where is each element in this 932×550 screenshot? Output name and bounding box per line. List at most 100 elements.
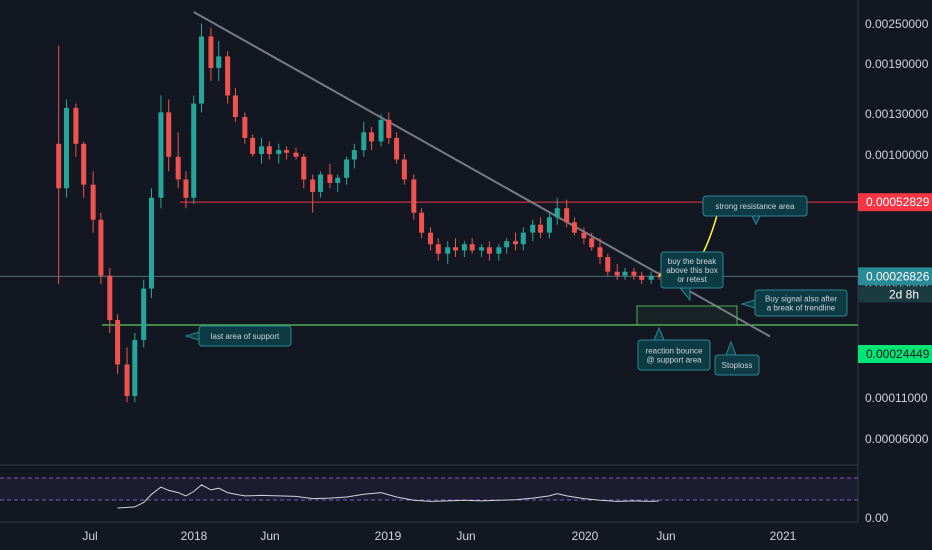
candle-body xyxy=(175,156,181,180)
price-tick-label: 0.00100000 xyxy=(865,148,929,162)
candle-body xyxy=(435,244,441,254)
time-tick-label: 2020 xyxy=(572,529,599,543)
candle-body xyxy=(63,107,69,189)
candle-body xyxy=(589,238,595,248)
candle-body xyxy=(394,137,400,160)
candle-body xyxy=(631,271,637,276)
price-badge-text: 0.00026826 xyxy=(866,269,930,283)
callout-bounce[interactable]: reaction bounce@ support area xyxy=(637,326,711,371)
callout-pointer xyxy=(678,287,691,302)
callout-pointer xyxy=(740,299,756,309)
candle-body xyxy=(427,232,433,245)
callout-text: or retest xyxy=(677,275,707,284)
price-badge-bg xyxy=(858,267,932,286)
candle-body xyxy=(469,244,475,251)
callout-support-area[interactable]: last area of support xyxy=(184,325,292,347)
candle-body xyxy=(554,208,560,218)
candle-body xyxy=(564,208,570,223)
candle-body xyxy=(98,219,104,276)
price-labels: 0.00052829 0.00026826 2d 8h 0.00024449 xyxy=(858,193,932,363)
candle-body xyxy=(639,275,645,280)
candle-body xyxy=(199,36,205,104)
candle-body xyxy=(479,247,485,251)
candle-body xyxy=(597,247,603,258)
candle-body xyxy=(361,132,367,151)
price-badge-resistance: 0.00052829 xyxy=(858,193,932,212)
candle-body xyxy=(124,364,130,396)
callout-box[interactable] xyxy=(637,339,711,371)
candle-body xyxy=(581,232,587,239)
rsi-tick-label: 0.00 xyxy=(865,511,889,525)
callout-pointer xyxy=(725,340,737,356)
callout-box[interactable] xyxy=(714,354,760,376)
candle-body xyxy=(259,146,265,155)
candle-body xyxy=(344,159,350,178)
candle-body xyxy=(216,56,222,68)
callout-pointer xyxy=(751,215,761,226)
price-tick-label: 0.00130000 xyxy=(865,107,929,121)
callout-text: last area of support xyxy=(211,332,280,341)
candle-body xyxy=(56,143,62,189)
callout-text: reaction bounce xyxy=(646,347,703,356)
price-badge-bg xyxy=(858,345,932,363)
candle-body xyxy=(401,159,407,180)
price-tick-label: 0.00190000 xyxy=(865,57,929,71)
candle-body xyxy=(284,150,290,153)
price-badge-last: 0.00026826 xyxy=(858,267,932,286)
candle-body xyxy=(141,288,147,341)
time-axis: Jul 2018 Jun 2019 Jun 2020 Jun 2021 xyxy=(82,529,796,543)
callout-text: above this box xyxy=(666,266,718,275)
price-badge-text: 0.00052829 xyxy=(866,195,930,209)
candle-body xyxy=(614,271,620,276)
candle-body xyxy=(605,257,611,272)
time-tick-label: Jun xyxy=(456,529,475,543)
callout-resistance[interactable]: strong resistance area xyxy=(702,195,808,226)
candle-body xyxy=(158,112,164,198)
support-box[interactable] xyxy=(636,305,738,326)
candle-body xyxy=(293,152,299,157)
candle-body xyxy=(571,222,577,233)
callout-stoploss[interactable]: Stoploss xyxy=(714,340,760,376)
candle-body xyxy=(351,150,357,160)
candle-body xyxy=(538,224,544,233)
rsi-line xyxy=(117,484,659,509)
callout-text: Buy signal also after xyxy=(765,295,837,304)
candle-body xyxy=(115,320,121,365)
candle-body xyxy=(461,244,467,251)
candle-body xyxy=(496,247,502,254)
candle-body xyxy=(232,95,238,117)
candle-body xyxy=(327,174,333,183)
callout-text: strong resistance area xyxy=(715,202,795,211)
candle-body xyxy=(90,184,96,220)
candle-body xyxy=(148,197,154,289)
price-badge-bg xyxy=(858,193,932,212)
callout-text: Stoploss xyxy=(722,361,753,370)
price-badge-text: 2d 8h xyxy=(889,287,919,301)
price-axis: 0.00250000 0.00190000 0.00130000 0.00100000… xyxy=(865,17,929,446)
candle-body xyxy=(250,137,256,155)
candle-body xyxy=(166,112,172,157)
candle-body xyxy=(208,36,214,68)
candle-body xyxy=(107,275,113,321)
candle-body xyxy=(242,116,248,138)
candle-body xyxy=(453,247,459,251)
candle-body xyxy=(648,275,654,280)
candle-body xyxy=(183,179,189,198)
rsi-band-fill xyxy=(0,478,858,500)
callout-text: buy the break xyxy=(668,257,717,266)
callout-box[interactable] xyxy=(660,251,724,289)
time-tick-label: 2021 xyxy=(770,529,797,543)
callout-text: a break of trendline xyxy=(767,304,836,313)
candle-body xyxy=(411,179,417,213)
callout-pointer xyxy=(184,331,200,341)
candle-body xyxy=(276,150,282,155)
time-tick-label: 2018 xyxy=(181,529,208,543)
price-tick-label: 0.00250000 xyxy=(865,17,929,31)
candle-body xyxy=(191,103,197,198)
candle-body xyxy=(504,241,510,248)
candle-body xyxy=(486,247,492,254)
